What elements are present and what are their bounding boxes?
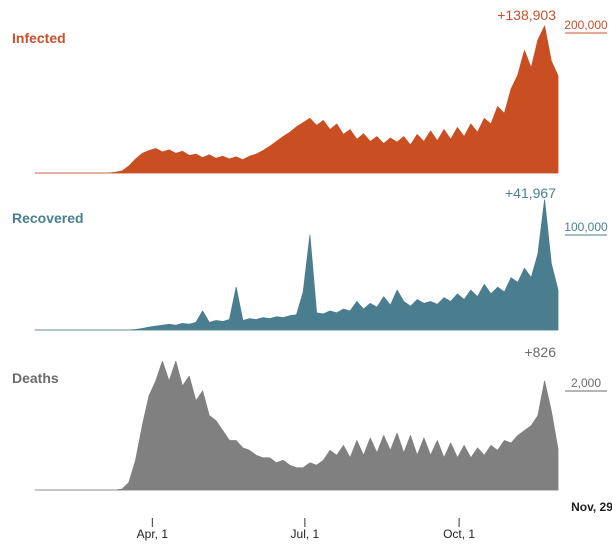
area [34, 360, 559, 491]
area [34, 25, 559, 174]
last-value-annotation: +138,903 [497, 7, 556, 23]
end-date-label: Nov, 29 [571, 500, 612, 514]
last-value-annotation: +41,967 [505, 185, 556, 201]
y-tick-label: 200,000 [564, 18, 608, 32]
area [34, 199, 559, 331]
panel-title: Deaths [12, 370, 59, 386]
x-tick-label: Apr, 1 [137, 527, 169, 541]
last-value-annotation: +826 [524, 344, 556, 360]
y-tick-label: 100,000 [564, 220, 608, 234]
x-tick-label: Oct, 1 [443, 527, 475, 541]
panel-title: Recovered [12, 210, 84, 226]
y-tick-label: 2,000 [571, 376, 601, 390]
x-tick-label: Jul, 1 [291, 527, 320, 541]
panel-title: Infected [12, 30, 66, 46]
